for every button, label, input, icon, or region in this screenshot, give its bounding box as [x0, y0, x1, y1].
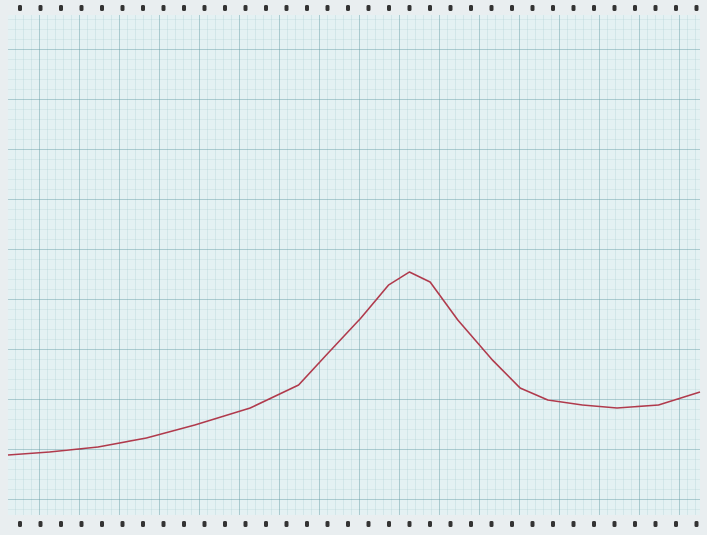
hole [653, 5, 658, 11]
hole [387, 521, 391, 527]
hole [264, 521, 268, 527]
hole [284, 5, 289, 11]
hole [530, 521, 535, 527]
hole [161, 521, 166, 527]
hole [387, 5, 391, 11]
hole [674, 521, 678, 527]
hole [202, 5, 207, 11]
hole [448, 5, 453, 11]
hole [407, 521, 412, 527]
hole [38, 521, 43, 527]
hole [202, 521, 207, 527]
hole [182, 521, 186, 527]
hole [653, 521, 658, 527]
hole [592, 521, 596, 527]
hole [612, 5, 617, 11]
hole [694, 5, 699, 11]
hole [346, 521, 350, 527]
hole [59, 5, 63, 11]
hole [407, 5, 412, 11]
hole [161, 5, 166, 11]
hole [592, 5, 596, 11]
hole [284, 521, 289, 527]
hole [141, 5, 145, 11]
hole [551, 521, 555, 527]
hole [120, 5, 125, 11]
hole [448, 521, 453, 527]
hole [633, 521, 637, 527]
hole [305, 5, 309, 11]
hole [223, 521, 227, 527]
hole [510, 521, 514, 527]
hole [489, 521, 494, 527]
hole [571, 521, 576, 527]
hole [571, 5, 576, 11]
hole [469, 5, 473, 11]
hole [510, 5, 514, 11]
trace [7, 271, 701, 456]
hole [551, 5, 555, 11]
hole [223, 5, 227, 11]
hole [100, 5, 104, 11]
hole [428, 521, 432, 527]
hole [694, 521, 699, 527]
hole [243, 5, 248, 11]
hole [38, 5, 43, 11]
hole [489, 5, 494, 11]
hole [305, 521, 309, 527]
hole [264, 5, 268, 11]
major-grid [8, 15, 700, 515]
sprocket-holes [18, 5, 699, 527]
hole [346, 5, 350, 11]
hole [674, 5, 678, 11]
hole [18, 521, 22, 527]
hole [182, 5, 186, 11]
hole [18, 5, 22, 11]
hole [428, 5, 432, 11]
hole [100, 521, 104, 527]
hole [79, 521, 84, 527]
hole [141, 521, 145, 527]
hole [612, 521, 617, 527]
hole [243, 521, 248, 527]
hole [79, 5, 84, 11]
hole [59, 521, 63, 527]
hole [366, 5, 371, 11]
hole [325, 521, 330, 527]
hole [325, 5, 330, 11]
hole [366, 521, 371, 527]
hole [120, 521, 125, 527]
hole [633, 5, 637, 11]
hole [469, 521, 473, 527]
hole [530, 5, 535, 11]
